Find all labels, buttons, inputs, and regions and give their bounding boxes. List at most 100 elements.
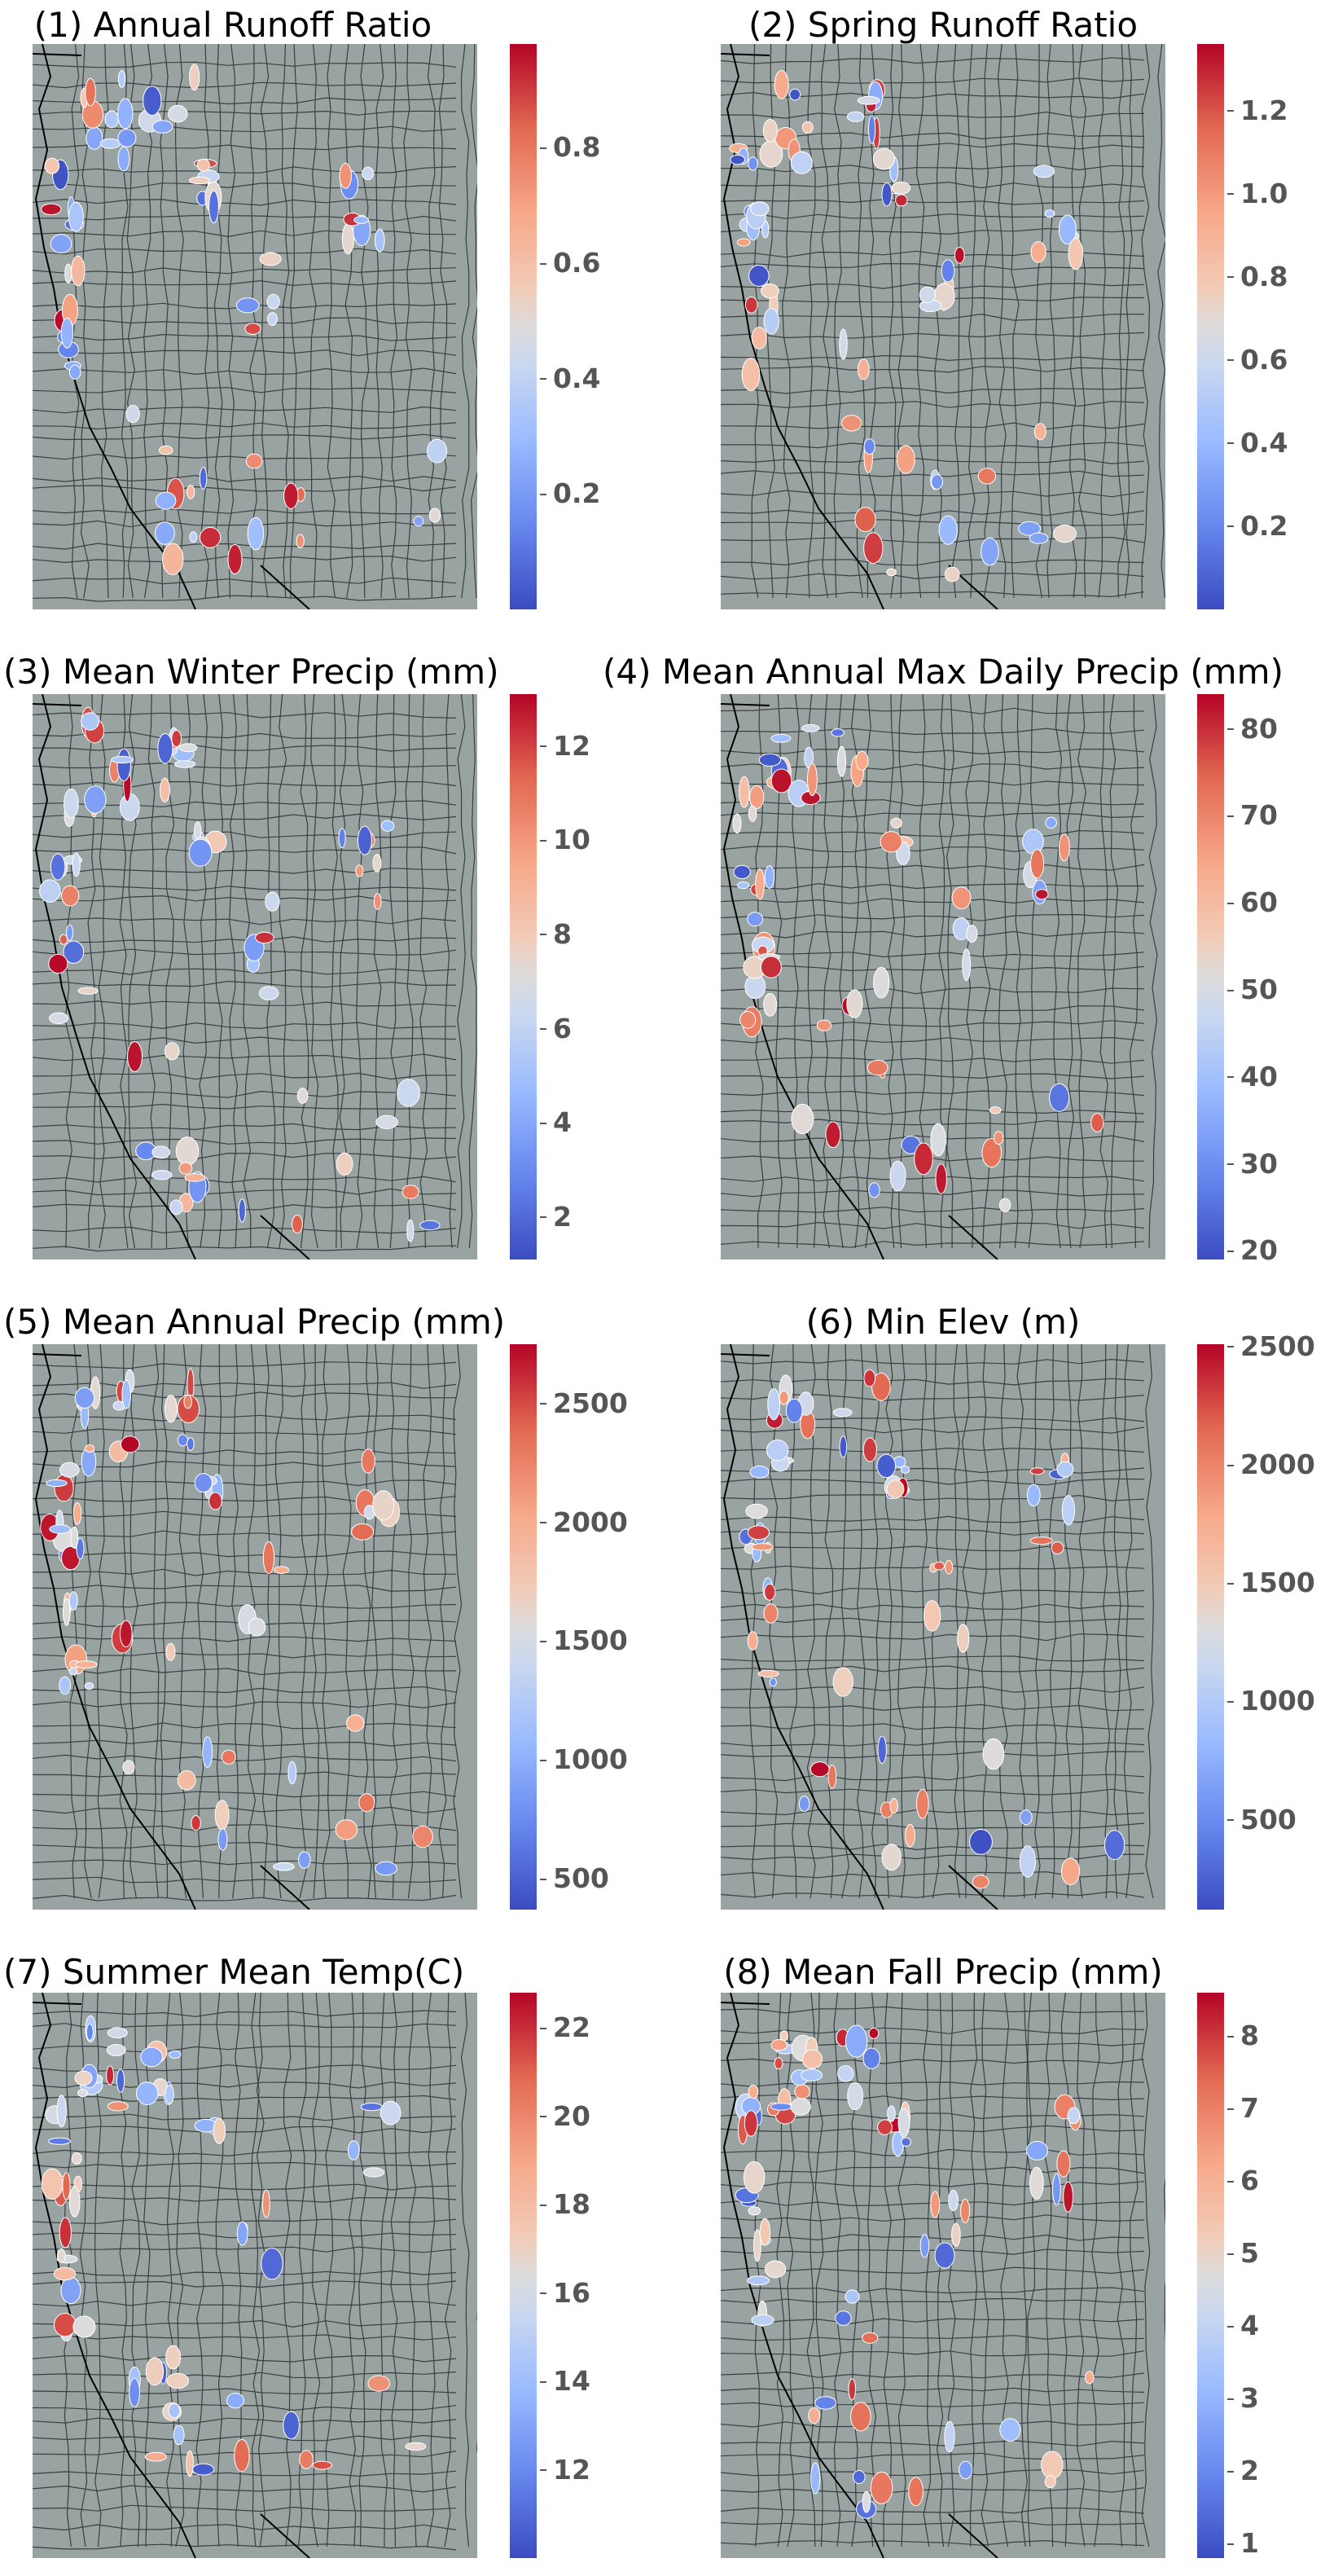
colorbar-tick-label: 14 — [540, 2365, 590, 2398]
map-svg — [33, 44, 477, 609]
map-svg — [721, 44, 1165, 609]
colorbar-tick-label: 12 — [540, 2453, 590, 2486]
colorbar-tick-label: 1 — [1227, 2527, 1259, 2560]
colorbar-tick-label: 0.4 — [1226, 426, 1288, 459]
map-area — [721, 694, 1165, 1259]
border-line — [721, 2002, 998, 2558]
colorbar-tick-label: 0.2 — [1226, 509, 1288, 542]
panel-title: (2) Spring Runoff Ratio — [748, 5, 1139, 45]
border-line — [33, 53, 310, 609]
panel-title: (7) Summer Mean Temp(C) — [3, 1952, 465, 1992]
colorbar-tick-label: 1000 — [1227, 1685, 1315, 1717]
colorbar-tick-label: 20 — [1227, 1234, 1278, 1267]
colorbar-tick-label: 1.0 — [1226, 177, 1288, 209]
map-svg — [33, 694, 477, 1259]
panel-title: (8) Mean Fall Precip (mm) — [723, 1952, 1163, 1992]
colorbar-tick-label: 2 — [1227, 2455, 1259, 2487]
county-borders — [721, 1344, 1154, 1899]
map-area — [33, 44, 477, 609]
colorbar-tick-label: 3 — [1227, 2382, 1259, 2415]
map-area — [721, 1344, 1165, 1910]
colorbar-tick-label: 4 — [1227, 2310, 1259, 2342]
colorbar-tick-label: 0.6 — [1226, 343, 1288, 376]
coastline — [34, 694, 196, 1259]
colorbar-tick-label: 1500 — [1227, 1567, 1315, 1599]
colorbar — [510, 1993, 537, 2558]
map-svg — [33, 1344, 463, 1910]
colorbar-tick-label: 7 — [1227, 2092, 1259, 2125]
colorbar-tick-label: 4 — [540, 1106, 572, 1139]
colorbar-tick-label: 70 — [1227, 799, 1278, 832]
map-svg — [721, 1993, 1165, 2558]
colorbar — [1197, 44, 1224, 609]
coastline — [722, 44, 884, 609]
watershed-patches — [735, 2024, 1095, 2519]
colorbar-tick-label: 6 — [1227, 2165, 1259, 2197]
map-area — [33, 1344, 477, 1910]
coastline — [722, 1993, 884, 2558]
colorbar-tick-label: 0.2 — [539, 477, 601, 510]
colorbar-tick-label: 500 — [1227, 1803, 1296, 1835]
colorbar-tick-label: 2500 — [1227, 1330, 1315, 1362]
border-line — [33, 703, 310, 1259]
colorbar-tick-label: 60 — [1227, 886, 1278, 919]
watershed-patches — [39, 706, 441, 1242]
colorbar — [510, 694, 537, 1259]
colorbar-tick-label: 0.6 — [539, 247, 601, 279]
border-line — [721, 1353, 998, 1910]
watershed-patches — [40, 1368, 433, 1876]
colorbar-tick-label: 8 — [1227, 2020, 1259, 2052]
panel-title: (4) Mean Annual Max Daily Precip (mm) — [603, 652, 1283, 692]
border-line — [33, 1353, 310, 1910]
colorbar-tick-label: 5 — [1227, 2237, 1259, 2270]
colorbar-tick-label: 16 — [540, 2276, 590, 2309]
colorbar-tick-label: 1500 — [540, 1624, 628, 1657]
county-borders — [33, 694, 477, 1252]
watershed-patches — [41, 2015, 427, 2477]
colorbar-tick-label: 0.4 — [539, 362, 601, 394]
map-area — [33, 1993, 477, 2558]
colorbar-tick-label: 80 — [1227, 712, 1278, 745]
colorbar-tick-label: 2000 — [540, 1506, 628, 1538]
county-borders — [721, 1993, 1165, 2547]
colorbar-tick-label: 50 — [1227, 974, 1278, 1005]
coastline — [34, 1344, 196, 1910]
map-area — [33, 694, 477, 1259]
colorbar-tick-label: 10 — [540, 824, 590, 856]
colorbar-tick-label: 22 — [540, 2011, 590, 2044]
colorbar-tick-label: 8 — [540, 917, 572, 950]
panel-title: (3) Mean Winter Precip (mm) — [3, 652, 499, 692]
colorbar-tick-label: 1.2 — [1226, 94, 1288, 126]
colorbar-tick-label: 12 — [540, 729, 590, 762]
colorbar-tick-label: 20 — [540, 2099, 590, 2132]
colorbar-tick-label: 1000 — [540, 1743, 628, 1776]
colorbar-tick-label: 0.8 — [1226, 260, 1288, 292]
colorbar — [1197, 1344, 1224, 1910]
panel-title: (5) Mean Annual Precip (mm) — [3, 1302, 506, 1342]
colorbar-tick-label: 500 — [540, 1862, 609, 1895]
colorbar — [1197, 1993, 1224, 2558]
map-area — [721, 1993, 1165, 2558]
colorbar-tick-label: 2500 — [540, 1387, 628, 1419]
map-area — [721, 44, 1165, 609]
colorbar-tick-label: 2 — [540, 1200, 572, 1233]
map-svg — [721, 1344, 1154, 1910]
panel-title: (1) Annual Runoff Ratio — [33, 5, 432, 45]
map-svg — [721, 694, 1158, 1259]
border-line — [33, 2002, 310, 2558]
colorbar — [510, 44, 537, 609]
colorbar-tick-label: 0.8 — [539, 131, 601, 164]
watershed-patches — [729, 70, 1083, 582]
county-borders — [721, 44, 1165, 599]
panel-title: (6) Min Elev (m) — [805, 1302, 1081, 1342]
colorbar — [510, 1344, 537, 1910]
watershed-patches — [41, 64, 448, 575]
map-svg — [33, 1993, 477, 2558]
watershed-patches — [732, 723, 1104, 1212]
colorbar-tick-label: 30 — [1227, 1147, 1278, 1180]
colorbar-tick-label: 40 — [1227, 1060, 1278, 1092]
border-line — [721, 703, 998, 1259]
watershed-patches — [739, 1369, 1125, 1889]
colorbar-tick-label: 2000 — [1227, 1448, 1315, 1481]
colorbar — [1197, 694, 1224, 1259]
